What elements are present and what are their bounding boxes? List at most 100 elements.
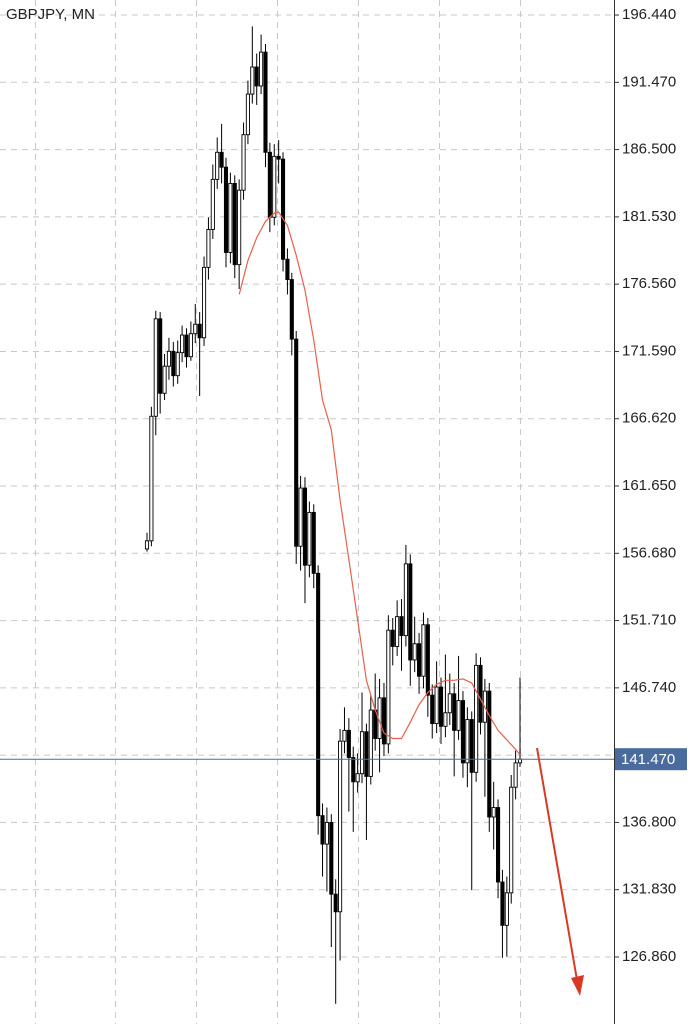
candle-body (443, 712, 448, 727)
candle-body (438, 686, 444, 727)
y-tick-label: 151.710 (622, 612, 676, 629)
candle-body (469, 719, 474, 773)
y-tick-label: 166.620 (622, 410, 676, 427)
candle-body (456, 700, 461, 731)
candle-body (447, 693, 452, 714)
candle-body (386, 629, 391, 745)
candle-body (417, 643, 422, 677)
candle-body (329, 821, 334, 895)
y-tick-label: 136.800 (622, 813, 676, 830)
candle-body (272, 155, 277, 218)
marks-layer (144, 26, 523, 1004)
candle-body (333, 893, 338, 913)
candle-body (412, 643, 417, 661)
candle-body (338, 740, 343, 913)
candle-body (500, 881, 505, 926)
candle-body (368, 709, 373, 777)
candle-body (460, 700, 466, 764)
candle-body (232, 182, 237, 266)
candle-body (395, 616, 400, 647)
candle-body (425, 624, 430, 696)
candle-body (311, 511, 316, 574)
candle-body (197, 323, 202, 339)
candle-body (144, 540, 150, 550)
candle-body (267, 151, 272, 218)
candle-body (215, 151, 220, 180)
candle-body (320, 815, 325, 845)
y-tick-label: 186.500 (622, 141, 676, 158)
candle-body (434, 686, 439, 725)
candle-body (298, 487, 303, 547)
candle-body (307, 511, 312, 566)
y-tick-label: 156.680 (622, 544, 676, 561)
candle-body (285, 258, 290, 281)
candle-body (193, 323, 198, 335)
candle-body (517, 758, 523, 764)
candle-body (355, 773, 360, 783)
moving-average-line (238, 211, 521, 756)
candle-body (149, 415, 154, 542)
candle-body (241, 134, 246, 191)
candle-body (219, 151, 224, 168)
candle-body (399, 616, 404, 637)
candle-body (276, 155, 281, 160)
candle-body (254, 66, 259, 87)
candle-body (496, 807, 501, 883)
candle-body (342, 729, 347, 742)
candle-body (188, 333, 193, 358)
candle-body (259, 51, 264, 87)
candle-body (201, 266, 207, 339)
candle-body (509, 786, 514, 894)
candle-body (223, 166, 229, 253)
candle-body (504, 892, 509, 926)
candle-body (364, 731, 369, 777)
candle-body (171, 350, 176, 377)
candle-body (351, 756, 356, 783)
y-tick-label: 196.440 (622, 6, 676, 23)
candle-body (206, 229, 211, 268)
candle-body (228, 182, 233, 253)
candle-body (302, 487, 308, 566)
candle-body (158, 318, 163, 394)
candle-body (294, 338, 299, 547)
chart-title: GBPJPY, MN (6, 6, 95, 23)
candle-body (180, 334, 185, 354)
candle-body (421, 624, 426, 677)
y-tick-label: 176.560 (622, 275, 676, 292)
y-tick-label: 171.590 (622, 342, 676, 359)
candle-body (153, 318, 158, 417)
candle-body (237, 189, 242, 266)
y-tick-label: 181.530 (622, 208, 676, 225)
candle-body (513, 762, 518, 788)
candle-body (316, 572, 321, 817)
y-tick-label: 131.830 (622, 881, 676, 898)
candle-body (478, 664, 483, 723)
candle-body (162, 365, 167, 394)
candle-body (390, 629, 395, 647)
candle-body (166, 350, 171, 367)
y-tick-label: 161.650 (622, 477, 676, 494)
candle-body (452, 693, 457, 731)
y-tick-label: 191.470 (622, 73, 676, 90)
candle-body (289, 279, 294, 340)
candle-body (175, 352, 180, 377)
candle-body (465, 719, 470, 764)
candle-body (324, 821, 329, 845)
candle-body (359, 731, 365, 775)
candle-body (280, 158, 286, 260)
candle-body (474, 664, 479, 773)
candle-body (381, 697, 387, 745)
candle-body (491, 807, 496, 818)
y-tick-label: 146.740 (622, 679, 676, 696)
candle-body (408, 563, 413, 661)
candle-body (184, 334, 189, 358)
current-price-box (615, 748, 687, 771)
candle-body (210, 178, 215, 230)
candle-body (403, 563, 408, 637)
candle-body (263, 51, 268, 153)
candle-body (487, 690, 492, 818)
candle-body (245, 93, 250, 136)
candle-body (250, 66, 255, 95)
